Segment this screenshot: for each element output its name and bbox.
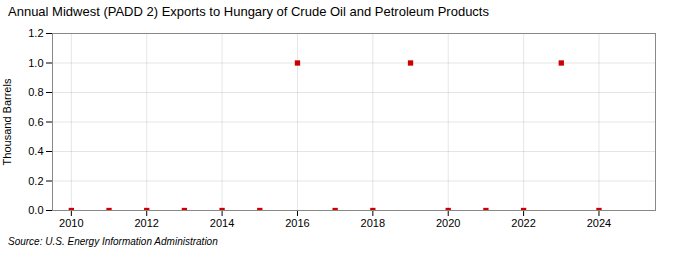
svg-text:2014: 2014 <box>210 217 234 229</box>
svg-text:2022: 2022 <box>511 217 535 229</box>
html-text:Annual Midwest (PADD 2) Export: Annual Midwest (PADD 2) Exports to Hunga… <box>8 4 489 19</box>
svg-text:1.2: 1.2 <box>28 27 43 39</box>
html-text:Source: U.S. Energy Informatio: Source: U.S. Energy Information Administ… <box>8 236 218 247</box>
svg-text:2024: 2024 <box>587 217 611 229</box>
svg-text:2012: 2012 <box>134 217 158 229</box>
svg-text:1.0: 1.0 <box>28 57 43 69</box>
svg-text:0.6: 0.6 <box>28 116 43 128</box>
svg-text:Thousand Barrels: Thousand Barrels <box>1 78 13 165</box>
svg-text:2020: 2020 <box>436 217 460 229</box>
svg-text:2010: 2010 <box>59 217 83 229</box>
svg-text:0.2: 0.2 <box>28 175 43 187</box>
svg-text:0.4: 0.4 <box>28 145 43 157</box>
svg-text:2016: 2016 <box>285 217 309 229</box>
svg-text:2018: 2018 <box>361 217 385 229</box>
svg-text:0.8: 0.8 <box>28 86 43 98</box>
svg-text:0.0: 0.0 <box>28 204 43 216</box>
